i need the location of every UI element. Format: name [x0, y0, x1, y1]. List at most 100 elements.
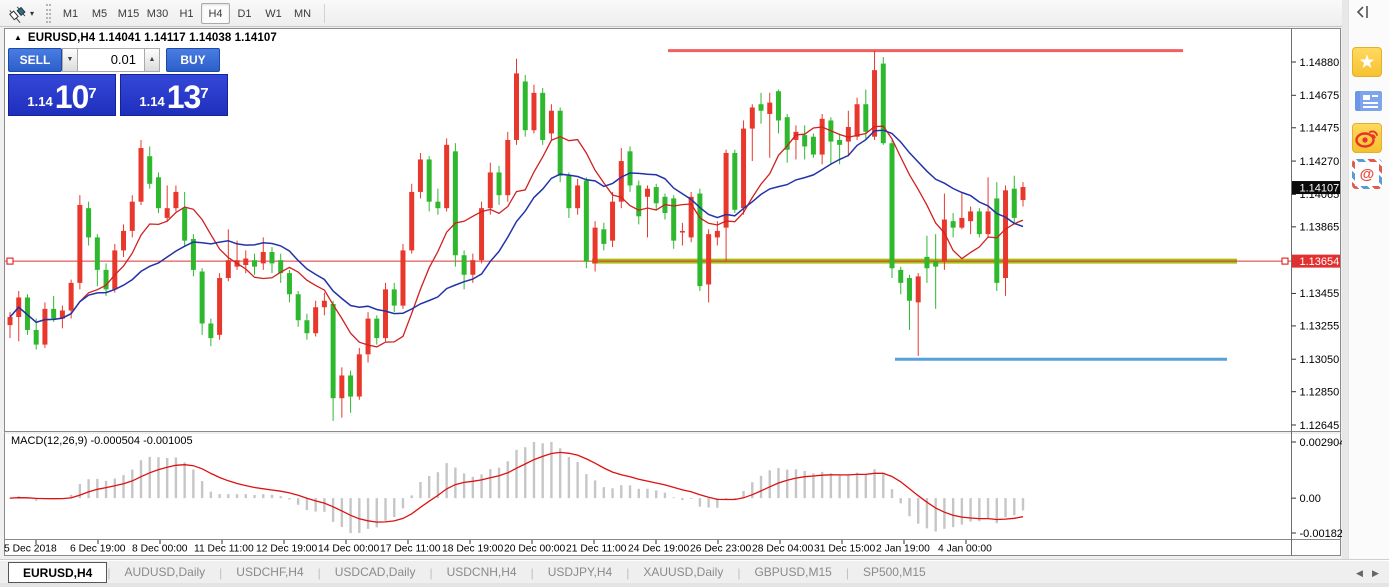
- macd-bar: [978, 498, 981, 522]
- ma-slow-line: [9, 129, 1024, 324]
- candle-bear: [286, 273, 292, 295]
- time-tick-label: 2 Jan 19:00: [876, 544, 930, 555]
- candle-bull: [138, 148, 144, 202]
- time-tick-label: 24 Dec 19:00: [628, 544, 690, 555]
- chart-tab-usdcnh-h4[interactable]: USDCNH,H4: [446, 565, 517, 579]
- lot-decrease-button[interactable]: ▼: [62, 48, 78, 72]
- candle-bear: [758, 104, 764, 111]
- price-tick-label: 1.13455: [1300, 288, 1340, 300]
- macd-bar: [917, 498, 920, 524]
- macd-bar: [454, 467, 457, 499]
- macd-bar: [340, 498, 344, 528]
- candle-bear: [252, 260, 258, 267]
- candle-bull: [985, 211, 991, 235]
- lot-size-input[interactable]: 0.01: [78, 48, 144, 72]
- sell-price-big: 10: [54, 79, 90, 115]
- candle-bull: [644, 188, 650, 197]
- lot-increase-button[interactable]: ▲: [144, 48, 160, 72]
- macd-bar: [366, 498, 370, 529]
- chart-tab-xauusd-daily[interactable]: XAUUSD,Daily: [643, 565, 724, 579]
- chart-tab-bar: EURUSD,H4 | AUDUSD,Daily | USDCHF,H4 | USDCAD,…: [0, 559, 1389, 587]
- buy-price-panel[interactable]: 1.14 13 7: [120, 74, 228, 116]
- favorites-star-icon[interactable]: ★: [1352, 47, 1382, 77]
- buy-button[interactable]: BUY: [166, 48, 220, 72]
- chart-tab-sp500-m15[interactable]: SP500,M15: [862, 565, 926, 579]
- candle-bear: [557, 110, 563, 176]
- macd-bar: [78, 484, 82, 499]
- candle-bear: [330, 303, 336, 399]
- candle-bull: [793, 131, 799, 140]
- macd-bar: [908, 498, 911, 517]
- timeframe-button-mn[interactable]: MN: [293, 8, 312, 20]
- candle-bull: [915, 276, 921, 303]
- candle-bull: [339, 375, 345, 399]
- macd-bar: [131, 469, 134, 499]
- macd-bar: [69, 494, 73, 499]
- macd-bar: [558, 448, 562, 499]
- candle-bull: [1020, 187, 1026, 201]
- sell-price-panel[interactable]: 1.14 10 7: [8, 74, 116, 116]
- macd-bar: [864, 474, 868, 499]
- macd-bar: [663, 492, 667, 499]
- line-handle[interactable]: [6, 257, 14, 265]
- timeframe-button-h4[interactable]: H4: [201, 3, 230, 24]
- macd-bar: [331, 498, 335, 522]
- candle-bear: [461, 255, 467, 275]
- macd-bar: [628, 485, 632, 499]
- candle-bear: [566, 175, 572, 209]
- toolbar-separator: [324, 4, 325, 23]
- expand-triangle-icon[interactable]: ▲: [14, 33, 22, 42]
- candle-bull: [173, 191, 179, 209]
- timeframe-button-m30[interactable]: M30: [146, 8, 169, 20]
- macd-histogram: [8, 442, 1025, 533]
- candle-bull: [610, 201, 616, 241]
- candle-bull: [225, 260, 231, 279]
- timeframe-button-m5[interactable]: M5: [91, 8, 108, 20]
- tabs-scroll-right-icon[interactable]: ▶: [1372, 568, 1379, 578]
- candlestick-glyph: [9, 6, 26, 23]
- timeframe-button-h1[interactable]: H1: [179, 8, 194, 20]
- line-handle[interactable]: [1281, 257, 1289, 265]
- chart-tab-eurusd-h4[interactable]: EURUSD,H4: [8, 562, 108, 583]
- chart-tab-usdchf-h4[interactable]: USDCHF,H4: [236, 565, 304, 579]
- candle-bear: [775, 91, 781, 121]
- macd-bar: [288, 498, 291, 500]
- macd-bar: [620, 485, 623, 499]
- candle-bull: [129, 201, 135, 231]
- price-tick-label: 1.13255: [1300, 321, 1340, 333]
- candle-bull: [470, 260, 476, 275]
- candle-bull: [968, 211, 974, 222]
- current-price-tag: [1292, 181, 1340, 195]
- sell-button[interactable]: SELL: [8, 48, 62, 72]
- chart-tab-usdjpy-h4[interactable]: USDJPY,H4: [547, 565, 613, 579]
- chart-tab-audusd-daily[interactable]: AUDUSD,Daily: [124, 565, 206, 579]
- macd-bar: [401, 498, 405, 509]
- candlestick-chart-icon[interactable]: ▾: [6, 3, 40, 24]
- timeframe-button-w1[interactable]: W1: [265, 8, 282, 20]
- time-tick-label: 8 Dec 00:00: [132, 544, 188, 555]
- macd-bar: [148, 456, 151, 499]
- candle-bull: [845, 126, 851, 142]
- news-feed-icon[interactable]: [1352, 87, 1382, 117]
- timeframe-button-m1[interactable]: M1: [62, 8, 79, 20]
- macd-bar: [960, 498, 964, 525]
- email-icon[interactable]: @: [1352, 159, 1382, 189]
- chart-tab-gbpusd-m15[interactable]: GBPUSD,M15: [754, 565, 832, 579]
- macd-bar: [541, 443, 544, 499]
- weibo-icon[interactable]: [1352, 123, 1382, 153]
- toolbar-grip[interactable]: [46, 4, 51, 23]
- macd-bar: [890, 489, 894, 499]
- tab-separator: |: [530, 565, 534, 580]
- timeframe-button-d1[interactable]: D1: [237, 8, 252, 20]
- price-tick-label: 1.12850: [1300, 386, 1340, 398]
- candle-bull: [749, 107, 755, 129]
- tabs-scroll-left-icon[interactable]: ◀: [1356, 568, 1363, 578]
- price-tick-label: 1.13050: [1300, 354, 1340, 366]
- timeframe-button-m15[interactable]: M15: [117, 8, 140, 20]
- collapse-sidebar-icon[interactable]: [1354, 4, 1374, 20]
- price-tick-label: 1.13865: [1300, 222, 1340, 234]
- chart-tab-usdcad-daily[interactable]: USDCAD,Daily: [334, 565, 416, 579]
- macd-bar: [515, 449, 518, 499]
- macd-bar: [611, 488, 614, 499]
